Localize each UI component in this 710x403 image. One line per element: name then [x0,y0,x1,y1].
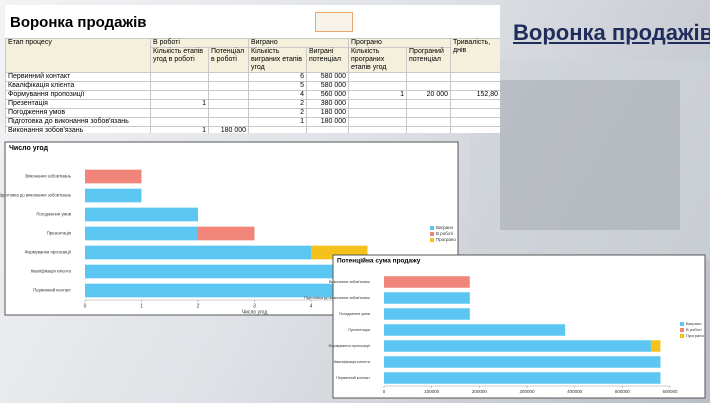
legend-swatch [680,328,684,332]
x-tick-label: 500000 [615,389,631,394]
bar [85,207,198,222]
bar [384,340,651,352]
laptop-shape [470,60,710,260]
funnel-table: Етап процесу В роботі Виграно Програно Трива… [5,38,500,133]
bar [384,356,661,368]
legend-swatch [430,226,434,230]
subheader-cell: Виграні потенціал [306,47,350,73]
subheader-cell: Кількість етапів угод в роботі [150,47,209,73]
bar [384,372,661,384]
legend-swatch [680,334,684,338]
legend-label: В роботі [686,327,702,332]
subheader-cell: Потенціал в роботі [207,47,250,73]
table-title: Воронка продажів [10,14,147,31]
x-axis-label: Число угод [242,309,268,315]
laptop-screen [500,80,680,230]
table-row: Виконання зобов'язань 1 180 000 [5,126,500,133]
x-tick-label: 0 [84,303,87,309]
header-cell: Тривалість, днів [450,38,500,73]
bar [85,226,198,241]
subheader-row: Кількість етапів угод в роботі Потенціал … [6,47,501,73]
x-tick-label: 100000 [424,389,440,394]
input-box [315,12,353,32]
chart-title: Потенційна сума продажу [337,257,421,265]
header-row: Етап процесу В роботі Виграно Програно Трива… [5,38,500,73]
legend-label: Програно [686,333,705,338]
table-cell [450,126,500,133]
x-tick-label: 600000 [662,389,678,394]
legend-label: Виграно [436,225,454,230]
bar [384,292,470,304]
y-tick-label: Первинний контакт [336,376,370,380]
x-tick-label: 400000 [567,389,583,394]
y-tick-label: Формування пропозиції [25,250,72,255]
table-cell: 180 000 [207,126,250,133]
header-cell: Етап процесу [5,38,151,73]
x-tick-label: 3 [253,303,256,309]
y-tick-label: Підготовка до виконання зобов'язань [0,193,72,198]
y-tick-label: Виконання зобов'язань [329,280,370,284]
bar [85,188,142,203]
x-tick-label: 0 [383,389,386,394]
y-tick-label: Первинний контакт [33,288,71,293]
x-tick-label: 200000 [472,389,488,394]
x-tick-label: 1 [140,303,143,309]
y-tick-label: Кваліфікація клієнта [31,269,72,274]
y-tick-label: Формування пропозиції [328,344,371,348]
y-tick-label: Кваліфікація клієнта [334,360,371,364]
bar [85,245,311,260]
y-tick-label: Презентація [47,231,71,236]
subheader-cell: Кількість програних етапів угод [348,47,408,73]
legend-swatch [680,322,684,326]
legend-label: В роботі [436,231,453,236]
y-tick-label: Підготовка до виконання зобов'язань [304,296,370,300]
y-tick-label: Погодження умов [339,312,370,316]
bar [198,226,255,241]
y-tick-label: Виконання зобов'язань [25,174,71,179]
bar [85,264,368,279]
bar [384,276,470,288]
table-panel: Воронка продажів Етап процесу В роботі Виг… [5,5,500,133]
legend-label: Виграно [686,321,702,326]
y-tick-label: Погодження умов [36,212,71,217]
x-tick-label: 2 [197,303,200,309]
legend-label: Програно [436,237,456,242]
bar [384,308,470,320]
bar [650,340,661,352]
legend-swatch [430,238,434,242]
bar [85,169,142,184]
bar [384,324,566,336]
y-tick-label: Презентація [348,328,370,332]
table-cell [406,126,452,133]
x-tick-label: 4 [310,303,313,309]
chart-title: Число угод [9,145,49,152]
subheader-cell: Програний потенціал [406,47,452,73]
subheader-cell: Кількість виграних етапів угод [248,47,308,73]
slide-title: Воронка продажів [513,20,710,45]
legend-swatch [430,232,434,236]
x-tick-label: 300000 [519,389,535,394]
